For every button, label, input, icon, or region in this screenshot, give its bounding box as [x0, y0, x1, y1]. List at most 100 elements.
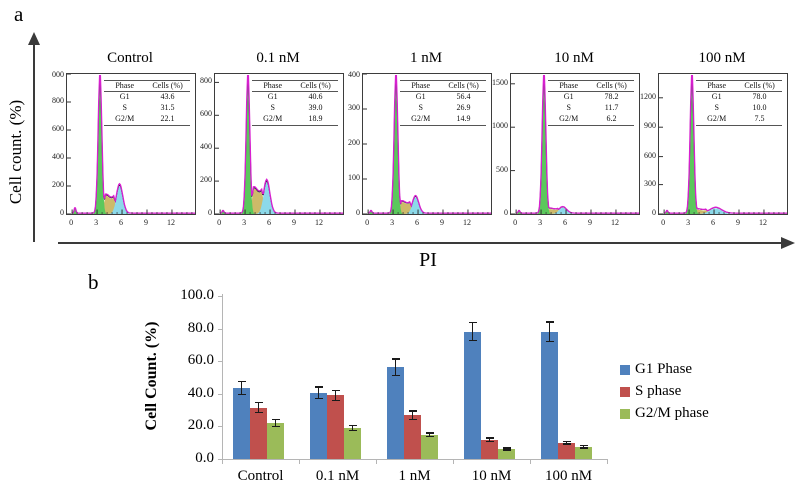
bar: [498, 448, 515, 459]
flow-x-tick-label: 3: [686, 218, 691, 227]
phase-table-row: S 10.0: [696, 103, 782, 114]
flow-x-tick-label: 0: [365, 218, 370, 227]
cells-header-cell: Cells (%): [300, 80, 331, 90]
flow-panel-title: 100 nM: [698, 50, 746, 66]
percent-cell: 11.7: [604, 103, 619, 113]
flow-y-tick-label: 0: [208, 208, 212, 217]
legend-swatch: [620, 365, 630, 375]
phase-table-row: S 31.5: [104, 103, 190, 114]
bar: [404, 415, 421, 459]
flow-panel: 0.1 nM 800 600 400 200 0 Phase Cells (%) G1 40.6 S…: [196, 50, 344, 236]
panel-a-label: a: [14, 2, 24, 26]
y-tick-mark: [218, 328, 222, 330]
flow-y-tick-label: 0: [652, 208, 656, 217]
error-bar: [334, 389, 337, 402]
bar: [387, 367, 404, 459]
y-tick-mark: [218, 459, 222, 460]
phase-cell: S: [566, 103, 571, 113]
phase-header-cell: Phase: [559, 80, 579, 90]
flow-plot: Phase Cells (%) G1 43.6 S 31.5 G2/M 22.1: [66, 73, 196, 215]
error-bar: [428, 432, 431, 438]
bar-y-tick-label: 100.0: [180, 287, 214, 303]
error-bar: [505, 447, 508, 451]
flow-x-tick-label: 0: [661, 218, 666, 227]
phase-table-row: G2/M 6.2: [548, 114, 634, 126]
bar-y-tick-label: 40.0: [187, 384, 214, 401]
error-bar-cap: [408, 410, 417, 412]
phase-cell: G1: [119, 92, 130, 102]
flow-panel-title: 10 nM: [554, 50, 594, 66]
bar: [481, 439, 498, 459]
phase-cell: S: [714, 103, 719, 113]
percent-cell: 22.1: [160, 113, 175, 123]
flow-plot: Phase Cells (%) G1 78.2 S 11.7 G2/M 6.2: [510, 73, 640, 215]
phase-table-header: Phase Cells (%): [400, 79, 486, 93]
phase-table-row: G1 56.4: [400, 92, 486, 103]
phase-table-row: S 39.0: [252, 103, 338, 114]
bar: [575, 446, 592, 459]
panel-b-label: b: [88, 270, 99, 294]
percent-cell: 40.6: [308, 92, 323, 102]
flow-x-tick-label: 0: [69, 218, 74, 227]
flow-panel-title: Control: [107, 50, 153, 66]
x-tick-mark: [376, 459, 377, 464]
flow-plot: Phase Cells (%) G1 56.4 S 26.9 G2/M 14.9: [362, 73, 492, 215]
error-bar-cap: [425, 435, 434, 438]
percent-cell: 6.2: [606, 113, 617, 123]
error-bar: [565, 440, 568, 445]
bar: [327, 395, 344, 459]
flow-panel: Control 000 800 600 400 200 0 Phase Cells (%) G1 4…: [48, 50, 196, 236]
legend-swatch: [620, 387, 630, 397]
phase-cell: G1: [415, 92, 426, 102]
percent-cell: 39.0: [308, 103, 323, 113]
x-tick-mark: [607, 459, 608, 464]
phase-cell: G1: [267, 92, 278, 102]
bar: [344, 428, 361, 459]
flow-y-tick-label: 0: [504, 208, 508, 217]
flow-x-tick-label: 3: [538, 218, 543, 227]
flow-x-tick-label: 6: [119, 218, 124, 227]
legend-label: G2/M phase: [635, 405, 709, 421]
phase-table-header: Phase Cells (%): [252, 79, 338, 93]
percent-cell: 7.5: [754, 113, 765, 123]
flow-x-tick-label: 12: [610, 218, 619, 227]
x-tick-mark: [299, 459, 300, 464]
phase-table-row: G1 78.0: [696, 92, 782, 103]
flow-y-tick-label: 0: [356, 208, 360, 217]
phase-table-row: G1 43.6: [104, 92, 190, 103]
cells-header-cell: Cells (%): [448, 80, 479, 90]
percent-cell: 10.0: [752, 103, 767, 113]
bar: [421, 434, 438, 459]
x-axis-arrow: [58, 237, 795, 249]
bar-y-tick-label: 20.0: [187, 417, 214, 434]
cells-header-cell: Cells (%): [596, 80, 627, 90]
error-bar-cap: [254, 401, 263, 404]
percent-cell: 43.6: [160, 92, 175, 102]
error-bar-cap: [485, 437, 494, 439]
bar: [464, 331, 481, 459]
flow-panel-title: 0.1 nM: [256, 50, 300, 66]
flow-y-tick-label: 1500: [492, 77, 508, 87]
error-bar: [582, 444, 585, 449]
flow-x-tick-label: 12: [166, 218, 175, 227]
error-bar: [488, 437, 491, 443]
phase-header-cell: Phase: [115, 80, 135, 90]
flow-plot: Phase Cells (%) G1 78.0 S 10.0 G2/M 7.5: [658, 73, 788, 215]
flow-y-tick-label: 600: [52, 124, 64, 133]
bar: [267, 422, 284, 459]
category-label: Control: [237, 468, 284, 484]
flow-x-tick-label: 3: [390, 218, 395, 227]
phase-header-cell: Phase: [263, 80, 283, 90]
error-bar-cap: [237, 380, 246, 383]
flow-y-tick-label: 400: [52, 152, 64, 161]
error-bar-cap: [579, 444, 588, 447]
phase-cell: S: [270, 103, 275, 113]
flow-x-tick-label: 3: [94, 218, 99, 227]
error-bar-cap: [502, 449, 511, 451]
error-bar: [394, 358, 397, 377]
error-bar-cap: [331, 399, 340, 402]
bar: [558, 442, 575, 459]
phase-table-row: S 11.7: [548, 103, 634, 114]
